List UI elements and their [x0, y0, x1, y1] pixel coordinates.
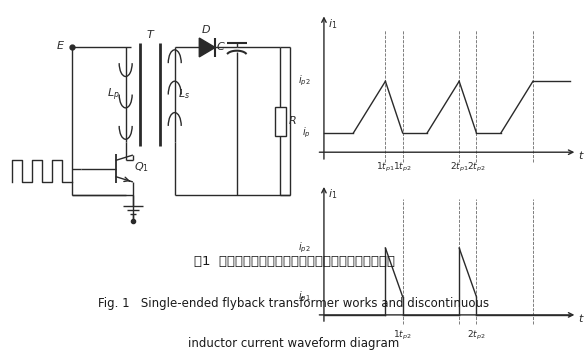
Text: C: C	[216, 42, 225, 52]
Polygon shape	[199, 38, 215, 57]
Text: $t$: $t$	[579, 150, 585, 161]
Text: $2t_{p2}$: $2t_{p2}$	[467, 161, 486, 174]
Text: $i_{p1}$: $i_{p1}$	[298, 289, 310, 304]
Text: $2t_{p2}$: $2t_{p2}$	[467, 329, 486, 342]
Text: inductor current waveform diagram: inductor current waveform diagram	[188, 337, 400, 350]
Text: $i_{p}$: $i_{p}$	[302, 126, 310, 140]
Text: 图1  单端反激变压器工作原理和电感电流断续波形简图: 图1 单端反激变压器工作原理和电感电流断续波形简图	[193, 255, 395, 268]
Text: R: R	[289, 116, 296, 126]
Text: $2t_{p1}$: $2t_{p1}$	[450, 161, 469, 174]
Text: $i_{p2}$: $i_{p2}$	[298, 74, 310, 89]
Text: $i_1$: $i_1$	[328, 17, 337, 31]
Text: D: D	[202, 25, 211, 35]
Text: $L_p$: $L_p$	[107, 87, 120, 103]
Bar	[275, 107, 286, 136]
Text: $1t_{p2}$: $1t_{p2}$	[393, 329, 412, 342]
Text: Fig. 1   Single-ended flyback transformer works and discontinuous: Fig. 1 Single-ended flyback transformer …	[98, 297, 490, 310]
Text: $i_{p2}$: $i_{p2}$	[298, 241, 310, 255]
Text: $Q_1$: $Q_1$	[134, 160, 149, 174]
Text: $1t_{p2}$: $1t_{p2}$	[393, 161, 412, 174]
Text: T: T	[147, 30, 153, 40]
Text: E: E	[56, 41, 64, 51]
Text: $i_1$: $i_1$	[328, 187, 337, 201]
Text: $1t_{p1}$: $1t_{p1}$	[376, 161, 395, 174]
Text: $t$: $t$	[579, 312, 585, 324]
Text: $L_s$: $L_s$	[178, 88, 190, 101]
